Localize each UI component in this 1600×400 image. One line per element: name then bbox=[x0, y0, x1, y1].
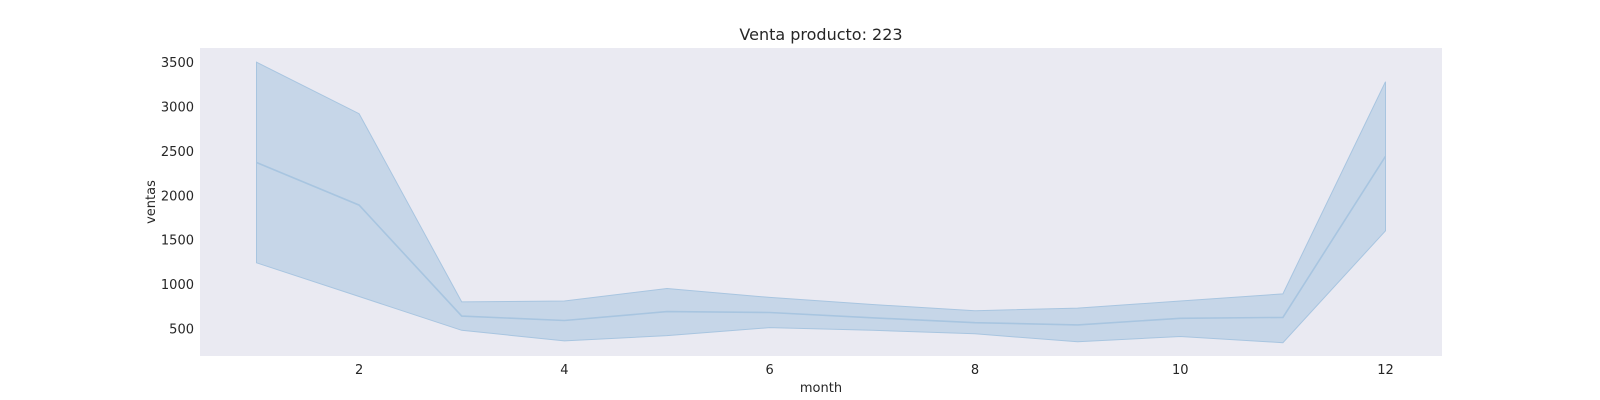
data-point bbox=[974, 321, 977, 324]
x-axis-label: month bbox=[800, 381, 842, 396]
data-point bbox=[871, 316, 874, 319]
series-line bbox=[256, 155, 1387, 326]
y-tick-label: 2500 bbox=[161, 145, 194, 160]
data-point bbox=[255, 161, 258, 164]
x-tick-label: 12 bbox=[1377, 363, 1394, 378]
x-tick-labels: 2 4 6 8 10 12 bbox=[355, 363, 1394, 378]
x-tick-label: 10 bbox=[1172, 363, 1189, 378]
data-point bbox=[358, 204, 361, 207]
chart-title: Venta producto: 223 bbox=[739, 25, 902, 44]
y-axis-label: ventas bbox=[144, 180, 159, 224]
y-tick-labels: 500 1000 1500 2000 2500 3000 3500 bbox=[161, 56, 194, 337]
data-point bbox=[460, 315, 463, 318]
confidence-band bbox=[256, 61, 1386, 344]
x-tick-label: 4 bbox=[560, 363, 568, 378]
data-point bbox=[666, 310, 669, 313]
y-tick-label: 1500 bbox=[161, 234, 194, 249]
data-point bbox=[1179, 317, 1182, 320]
y-tick-label: 500 bbox=[169, 323, 194, 338]
y-tick-label: 3000 bbox=[161, 101, 194, 116]
y-tick-label: 1000 bbox=[161, 278, 194, 293]
data-point bbox=[1281, 316, 1284, 319]
data-point bbox=[563, 319, 566, 322]
line-layer bbox=[255, 155, 1387, 326]
y-tick-label: 3500 bbox=[161, 56, 194, 71]
x-tick-label: 6 bbox=[766, 363, 774, 378]
x-tick-label: 8 bbox=[971, 363, 979, 378]
data-point bbox=[1384, 155, 1387, 158]
confidence-band-layer bbox=[256, 61, 1386, 344]
data-point bbox=[1076, 323, 1079, 326]
x-tick-label: 2 bbox=[355, 363, 363, 378]
y-tick-label: 2000 bbox=[161, 189, 194, 204]
data-point bbox=[768, 311, 771, 314]
